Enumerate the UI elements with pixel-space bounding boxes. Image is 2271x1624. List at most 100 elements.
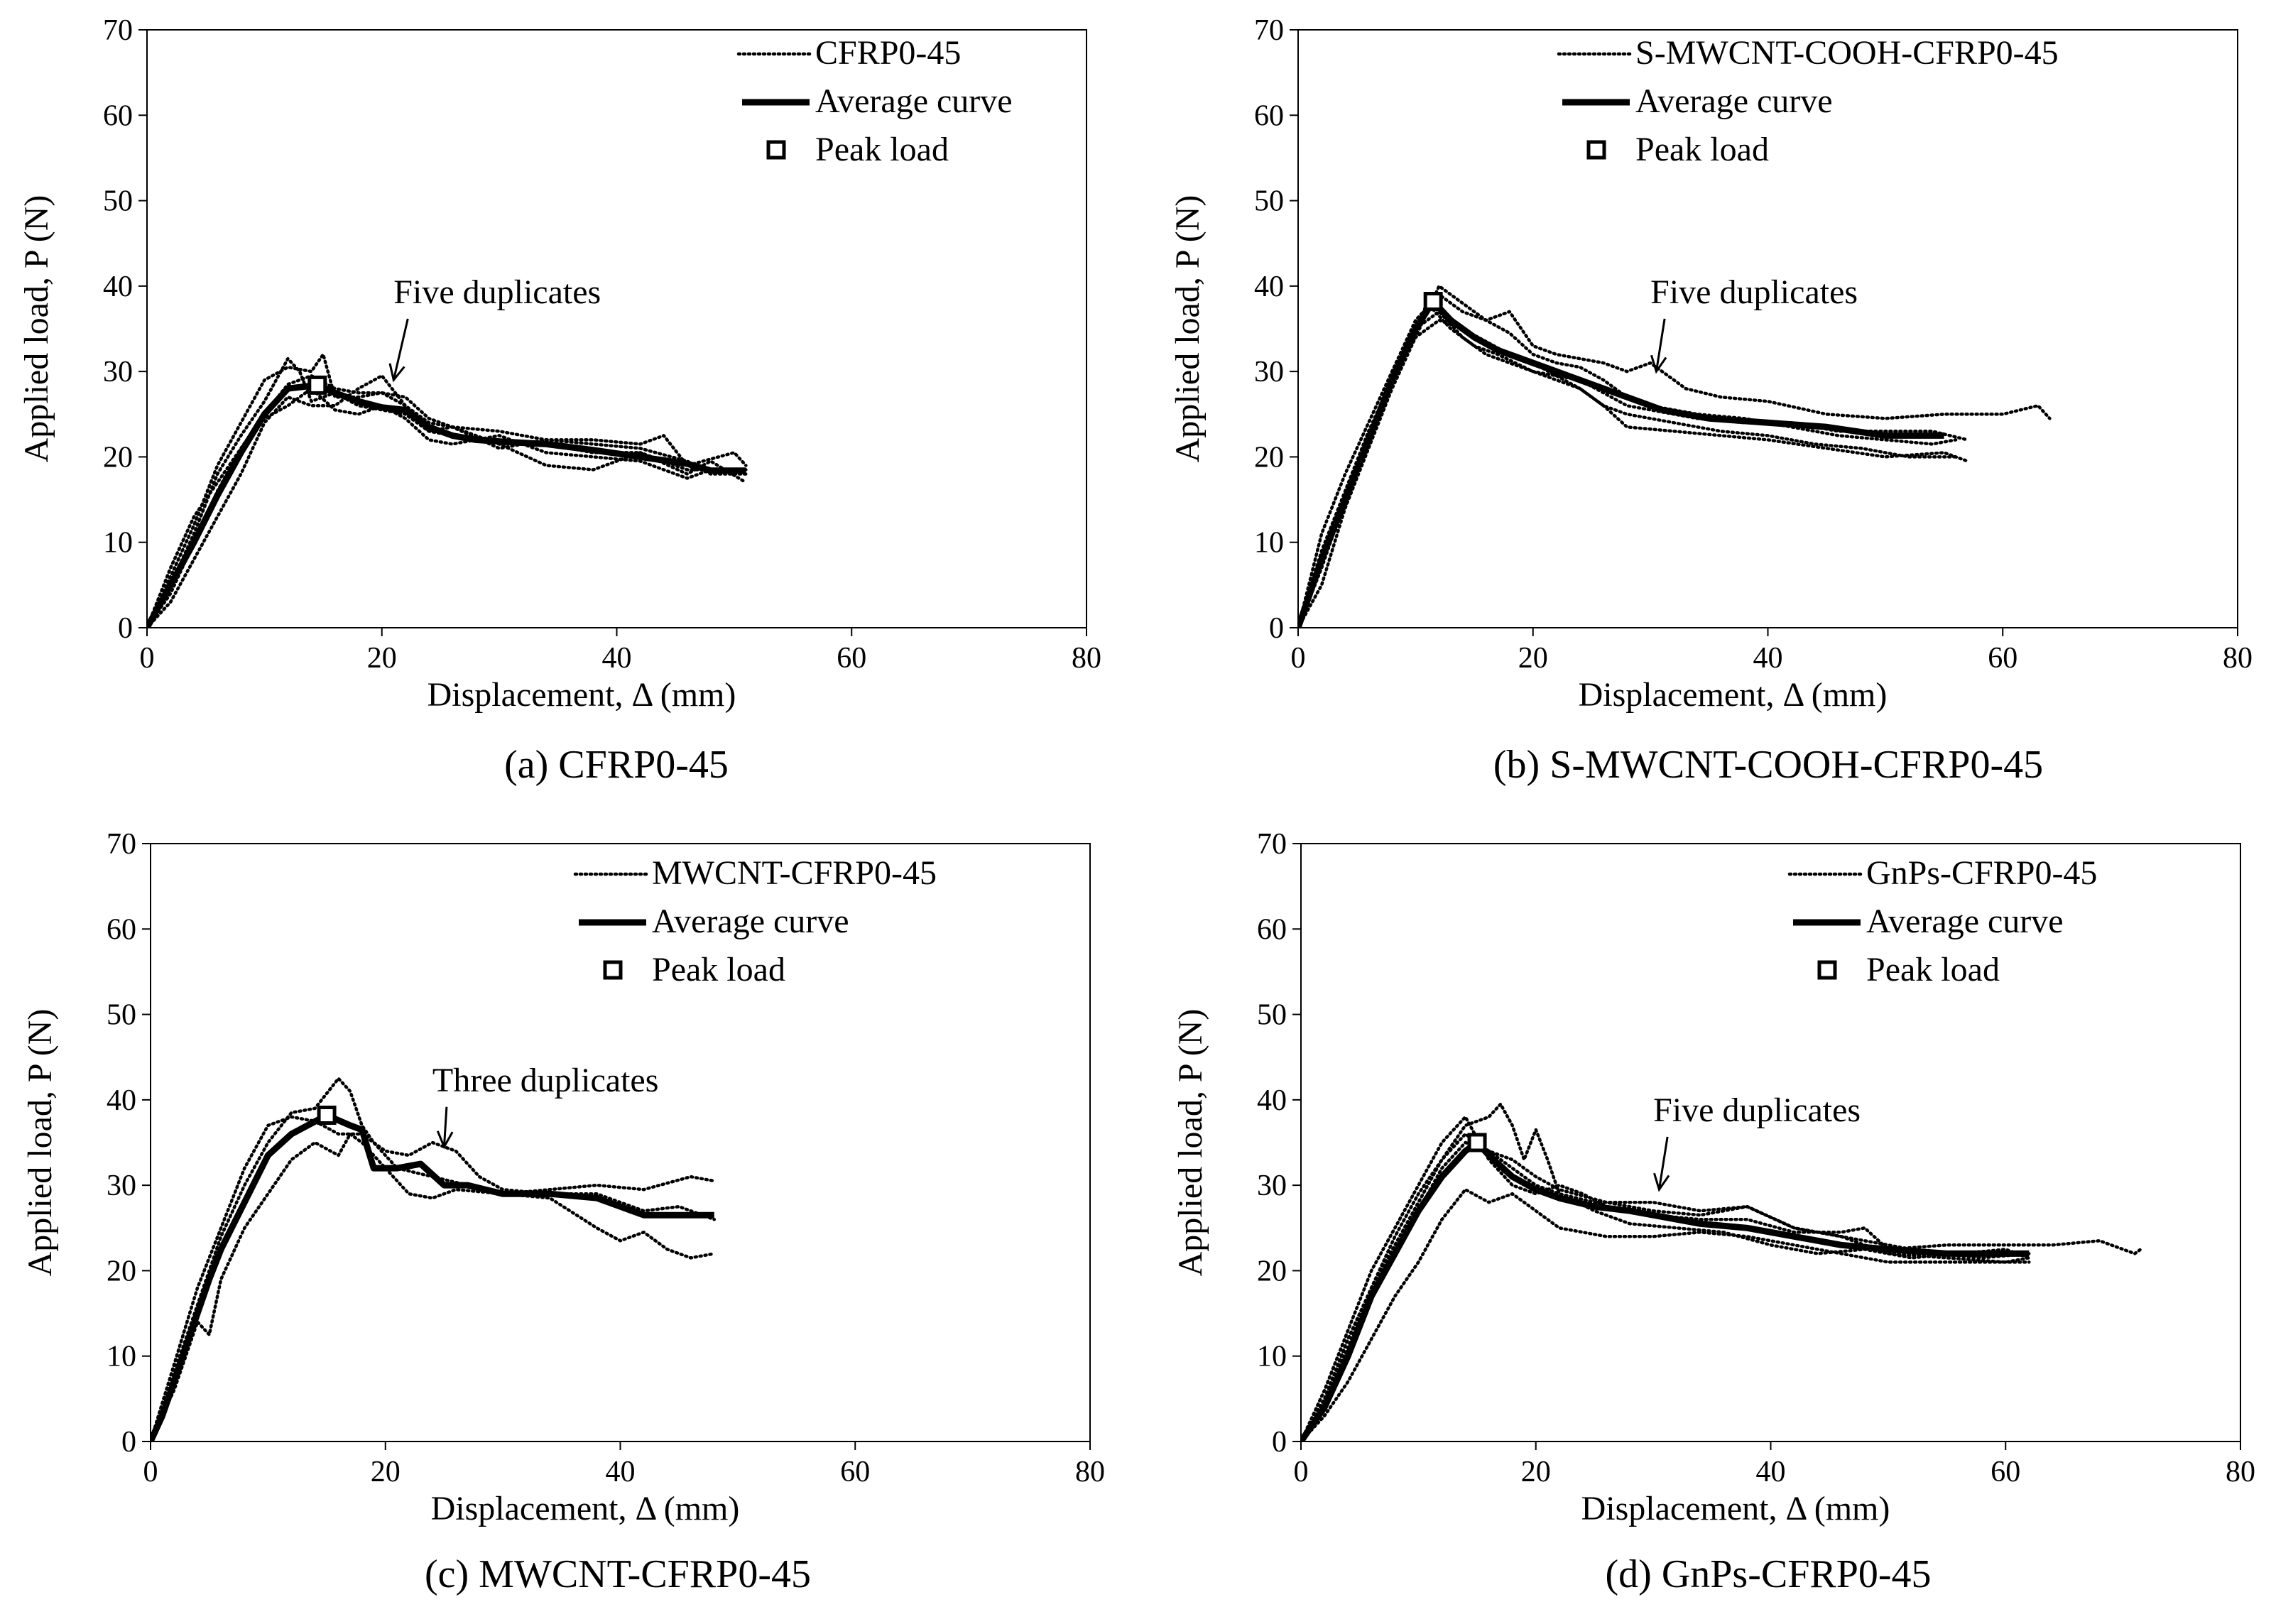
y-tick-label: 40	[1257, 1084, 1287, 1117]
legend-label-duplicates: MWCNT-CFRP0-45	[652, 854, 937, 892]
legend-label-duplicates: CFRP0-45	[815, 34, 961, 72]
y-tick-label: 60	[103, 99, 133, 132]
panel-caption: (d) GnPs-CFRP0-45	[1606, 1552, 1932, 1596]
y-tick-label: 50	[1257, 999, 1287, 1032]
duplicate-curve-line	[1298, 310, 1958, 628]
annotation-label: Three duplicates	[432, 1062, 659, 1099]
x-tick-label: 60	[840, 1456, 870, 1488]
panel-caption: (c) MWCNT-CFRP0-45	[425, 1552, 811, 1596]
average-curve-line	[1301, 1139, 2030, 1442]
y-tick-label: 70	[107, 828, 136, 861]
x-tick-label: 80	[2223, 642, 2253, 675]
y-tick-label: 30	[107, 1170, 136, 1202]
peak-load-marker	[317, 1106, 337, 1126]
plot-area-frame	[150, 843, 1091, 1442]
duplicate-curve-line	[147, 374, 748, 628]
peak-load-marker	[1467, 1133, 1487, 1152]
x-tick-label: 20	[371, 1456, 401, 1488]
series-group	[151, 1077, 717, 1442]
annotation-arrow-line	[392, 318, 409, 381]
annotation-label: Five duplicates	[1650, 273, 1858, 311]
duplicate-curve-line	[151, 1077, 717, 1442]
annotation-arrow-line	[1657, 1136, 1669, 1190]
y-tick-label: 50	[107, 999, 136, 1032]
peak-load-marker	[307, 375, 327, 395]
y-tick-label: 20	[103, 441, 133, 474]
duplicate-curve-line	[1298, 293, 1958, 628]
y-tick-label: 40	[1254, 271, 1284, 303]
x-tick-label: 40	[1756, 1456, 1786, 1488]
duplicate-curve-line	[151, 1115, 717, 1442]
panel-caption: (a) CFRP0-45	[504, 743, 729, 787]
y-tick-label: 30	[103, 356, 133, 388]
x-tick-label: 0	[1294, 1456, 1309, 1488]
x-tick-label: 0	[143, 1456, 158, 1488]
x-axis-title: Displacement, Δ (mm)	[1579, 676, 1888, 714]
y-tick-label: 20	[1257, 1255, 1287, 1287]
duplicate-curve-line	[147, 374, 748, 628]
x-tick-label: 80	[2226, 1456, 2255, 1488]
legend: GnPs-CFRP0-45 Average curve Peak load	[1787, 854, 2097, 988]
average-curve-line	[1298, 298, 1944, 628]
y-tick-label: 0	[121, 1426, 136, 1459]
series-group	[147, 352, 748, 628]
duplicate-curve-line	[147, 356, 748, 628]
x-tick-label: 40	[1753, 642, 1783, 675]
x-axis-title: Displacement, Δ (mm)	[427, 676, 736, 714]
annotation-label: Five duplicates	[1653, 1091, 1861, 1129]
series-group	[1301, 1102, 2142, 1442]
y-tick-label: 50	[103, 185, 133, 218]
y-tick-label: 60	[107, 913, 136, 946]
x-tick-label: 0	[1291, 642, 1306, 675]
y-tick-label: 0	[1269, 612, 1284, 645]
y-tick-label: 0	[118, 612, 133, 645]
legend-swatch-peak	[603, 960, 623, 980]
x-tick-label: 80	[1072, 642, 1101, 675]
y-tick-label: 60	[1257, 913, 1287, 946]
y-tick-label: 70	[103, 14, 133, 47]
x-tick-label: 0	[140, 642, 155, 675]
duplicate-curve-line	[1301, 1115, 2142, 1442]
chart-panel-1: 0 10 20 30 40 50 60 70 0 20 40 60 80 Displacement, Δ …	[18, 14, 1101, 787]
legend-label-peak: Peak load	[1635, 131, 1769, 168]
y-tick-label: 10	[103, 527, 133, 560]
legend: S-MWCNT-COOH-CFRP0-45 Average curve Peak l…	[1557, 34, 2059, 168]
chart-panel-3: 0 10 20 30 40 50 60 70 0 20 40 60 80 Displacement, Δ …	[21, 828, 1105, 1596]
duplicate-curve-line	[1298, 301, 1969, 628]
duplicate-curve-line	[151, 1132, 717, 1442]
x-tick-label: 20	[367, 642, 397, 675]
legend-label-average: Average curve	[1866, 903, 2064, 940]
x-tick-label: 40	[606, 1456, 636, 1488]
duplicate-curve-line	[1301, 1140, 2031, 1442]
x-tick-label: 20	[1518, 642, 1548, 675]
y-tick-label: 20	[107, 1255, 136, 1287]
legend-label-average: Average curve	[652, 903, 849, 940]
y-tick-label: 50	[1254, 185, 1284, 218]
annotation-arrow-head	[1650, 354, 1667, 374]
annotation-arrow-head	[1653, 1172, 1670, 1192]
y-axis-title: Applied load, P (N)	[1169, 195, 1207, 463]
annotation-arrow-head	[436, 1130, 454, 1150]
peak-load-marker	[1423, 292, 1443, 312]
legend-swatch-peak	[766, 140, 786, 160]
annotation-arrow-line	[1655, 318, 1666, 372]
legend-label-duplicates: S-MWCNT-COOH-CFRP0-45	[1635, 34, 2059, 72]
annotation-label: Five duplicates	[393, 273, 601, 311]
y-tick-label: 70	[1254, 14, 1284, 47]
legend-label-duplicates: GnPs-CFRP0-45	[1866, 854, 2097, 892]
y-tick-label: 10	[1257, 1341, 1287, 1373]
duplicate-curve-line	[147, 352, 748, 628]
y-tick-label: 60	[1254, 99, 1284, 132]
y-tick-label: 40	[107, 1084, 136, 1117]
legend-label-peak: Peak load	[815, 131, 949, 168]
legend: MWCNT-CFRP0-45 Average curve Peak load	[573, 854, 937, 988]
y-tick-label: 30	[1254, 356, 1284, 388]
chart-panel-4: 0 10 20 30 40 50 60 70 0 20 40 60 80 Displacement, Δ …	[1172, 828, 2255, 1596]
legend: CFRP0-45 Average curve Peak load	[736, 34, 1013, 168]
series-group	[1298, 284, 2052, 628]
chart-panel-2: 0 10 20 30 40 50 60 70 0 20 40 60 80 Displacement, Δ …	[1169, 14, 2253, 787]
legend-label-average: Average curve	[1635, 82, 1833, 120]
y-tick-label: 10	[1254, 527, 1284, 560]
x-tick-label: 60	[1990, 1456, 2020, 1488]
